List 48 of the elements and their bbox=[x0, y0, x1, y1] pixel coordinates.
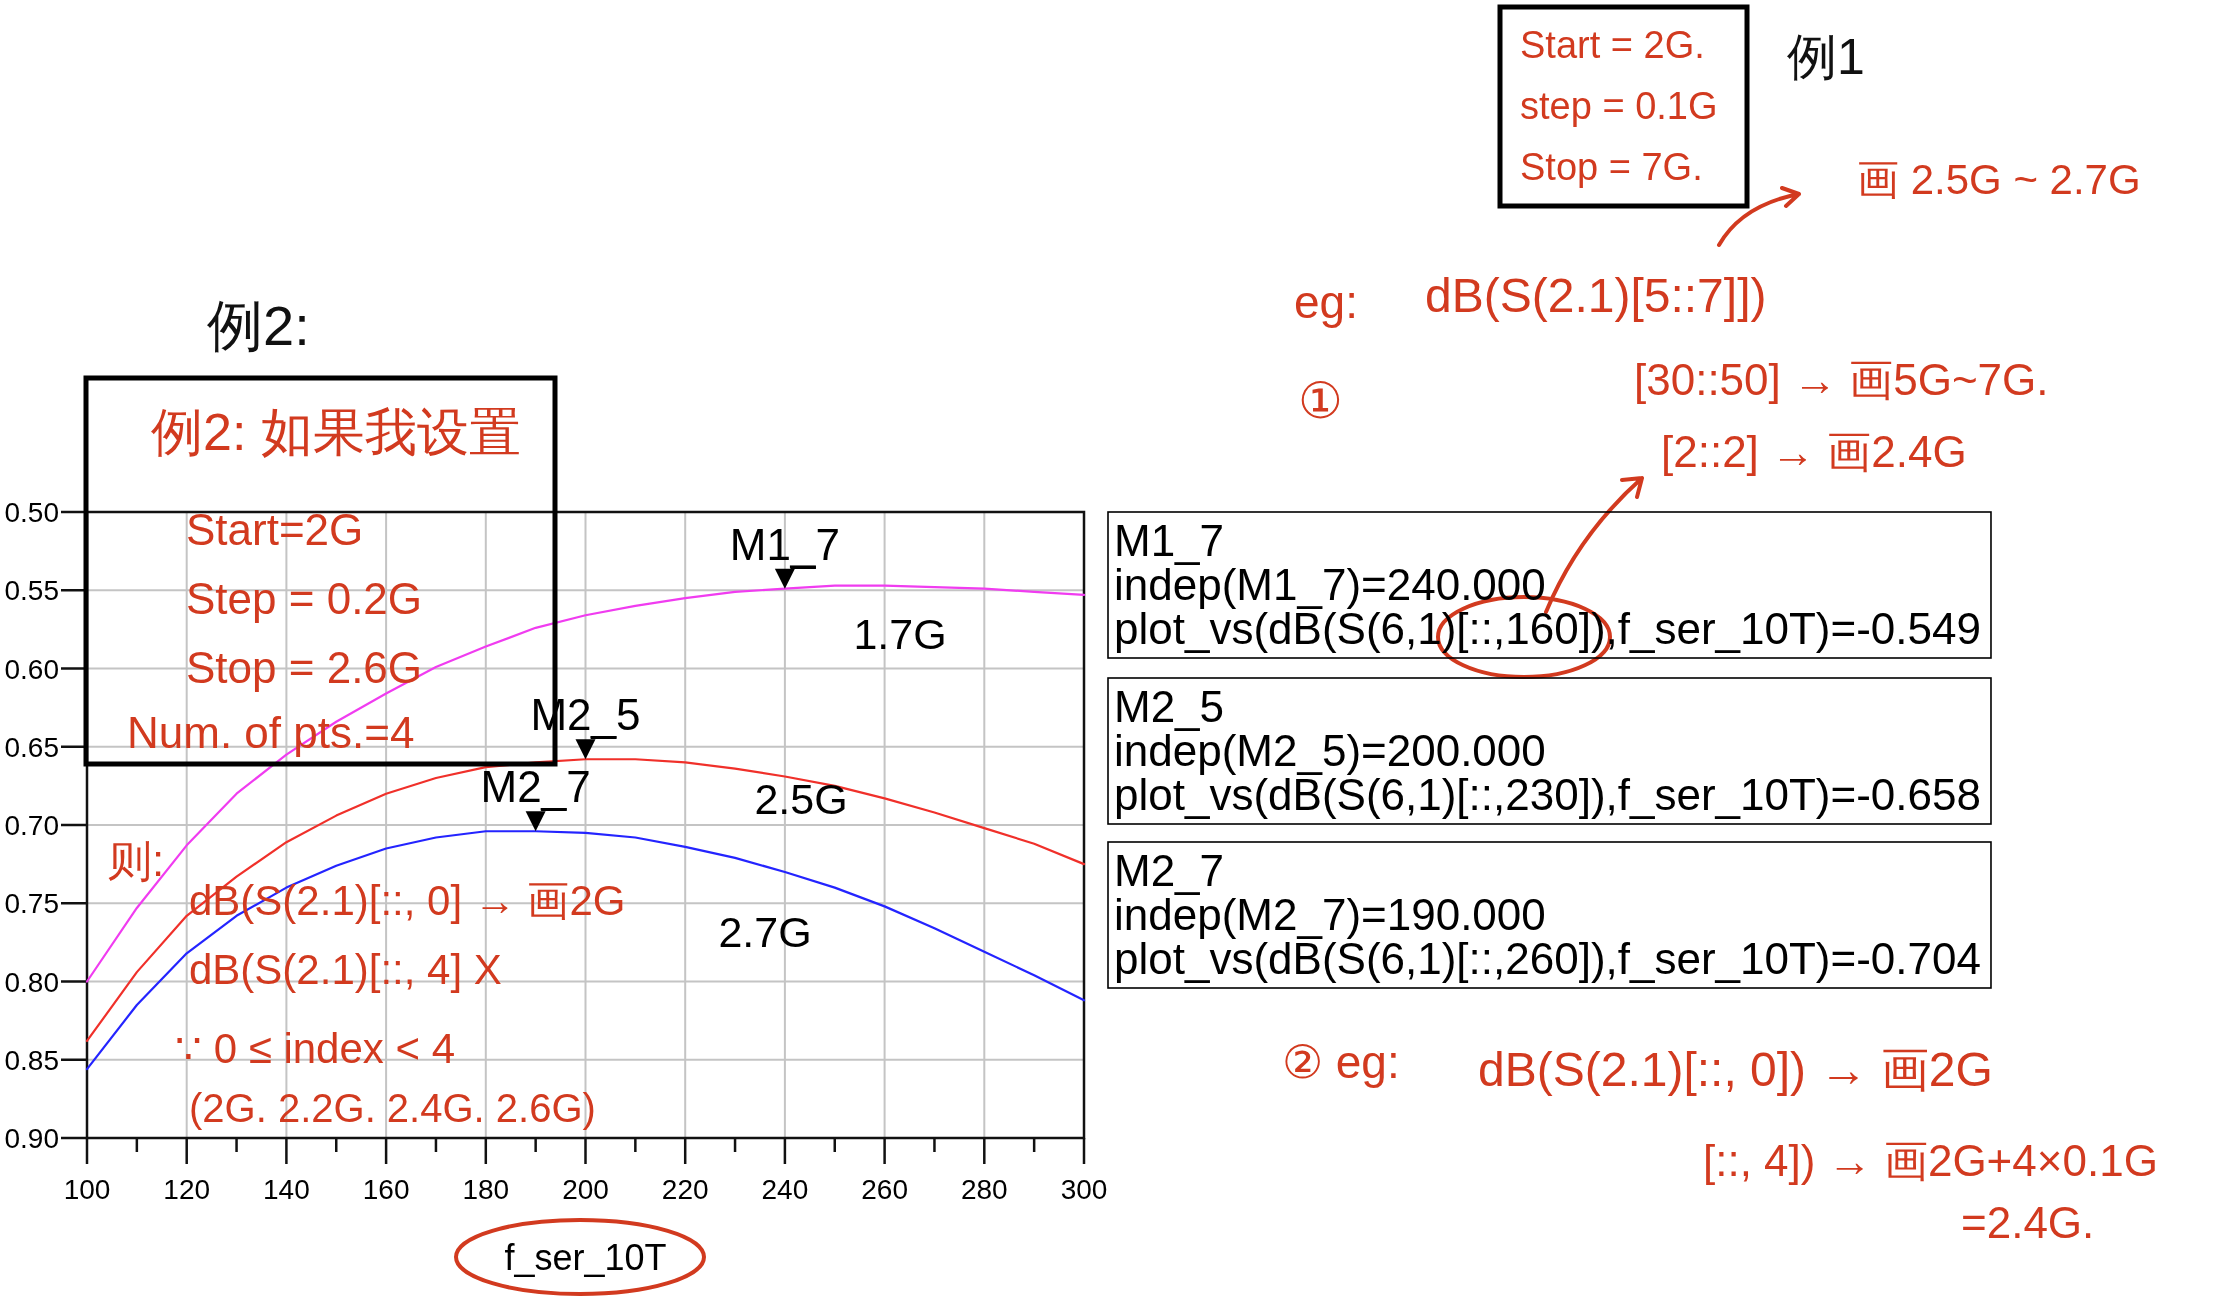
note: =2.4G. bbox=[1961, 1198, 2095, 1247]
x-tick-label: 160 bbox=[362, 1174, 410, 1205]
x-tick-label: 240 bbox=[761, 1174, 809, 1205]
y-tick-label: 0.55 bbox=[4, 575, 59, 607]
x-tick-label: 280 bbox=[960, 1174, 1008, 1205]
x-tick-label: 100 bbox=[63, 1174, 111, 1205]
y-tick-label: 0.75 bbox=[4, 888, 59, 920]
note: ① bbox=[1298, 373, 1343, 429]
x-axis-title: f_ser_10T bbox=[504, 1237, 667, 1278]
x-tick-label: 220 bbox=[661, 1174, 709, 1205]
y-tick-label: 0.65 bbox=[4, 731, 59, 763]
x-tick-label: 180 bbox=[462, 1174, 510, 1205]
note: [2::2] → 画2.4G bbox=[1661, 427, 1967, 476]
y-tick-label: 0.70 bbox=[4, 810, 59, 841]
x-tick-label: 260 bbox=[861, 1174, 908, 1205]
series-name: 2.5G bbox=[754, 775, 848, 823]
note: [30::50] → 画5G~7G. bbox=[1634, 355, 2049, 404]
y-tick-label: 0.80 bbox=[4, 966, 59, 998]
y-tick-label: 0.85 bbox=[4, 1044, 59, 1076]
x-tick-label: 300 bbox=[1060, 1174, 1108, 1205]
note: Stop = 2.6G bbox=[186, 643, 423, 692]
note: Start = 2G. step = 0.1G Stop = 7G. bbox=[1497, 4, 1750, 209]
y-tick-label: 0.90 bbox=[4, 1123, 59, 1154]
note: 例2: bbox=[207, 294, 310, 357]
x-tick-label: 120 bbox=[163, 1174, 211, 1205]
readout: M2_7 indep(M2_7)=190.000 plot_vs(dB(S(6,1)[::,260]),f_ser_10T)=-0.704 bbox=[1107, 841, 1992, 989]
note: 则: bbox=[108, 836, 165, 885]
note: [::, 4]) → 画2G+4×0.1G bbox=[1703, 1136, 2158, 1185]
annotation: M1_7 bbox=[729, 519, 840, 569]
readout: M2_5 indep(M2_5)=200.000 plot_vs(dB(S(6,1)[::,230]),f_ser_10T)=-0.658 bbox=[1107, 677, 1992, 825]
note: 例2: 如果我设置 bbox=[151, 403, 521, 461]
note: Start=2G bbox=[186, 505, 364, 554]
note: (2G. 2.2G. 2.4G. 2.6G) bbox=[189, 1086, 596, 1130]
note: dB(S(2.1)[5::7]]) bbox=[1425, 269, 1767, 322]
y-tick-label: 0.50 bbox=[4, 497, 59, 528]
note: 例1 bbox=[1787, 29, 1865, 85]
x-tick-label: 200 bbox=[562, 1174, 609, 1205]
series-name: 1.7G bbox=[853, 610, 947, 658]
note: dB(S(2.1)[::, 0]) → 画2G bbox=[1478, 1043, 1993, 1096]
note: ∵ 0 ≤ index < 4 bbox=[175, 1025, 456, 1072]
note: 画 2.5G ~ 2.7G bbox=[1857, 156, 2141, 203]
note: dB(S(2.1)[::, 4] X bbox=[189, 946, 502, 993]
note: eg: bbox=[1294, 276, 1358, 328]
y-tick-label: 0.60 bbox=[4, 653, 59, 685]
series-name: 2.7G bbox=[718, 908, 812, 956]
note: Step = 0.2G bbox=[186, 574, 423, 623]
note: ② eg: bbox=[1282, 1036, 1400, 1088]
x-tick-label: 140 bbox=[263, 1174, 310, 1205]
